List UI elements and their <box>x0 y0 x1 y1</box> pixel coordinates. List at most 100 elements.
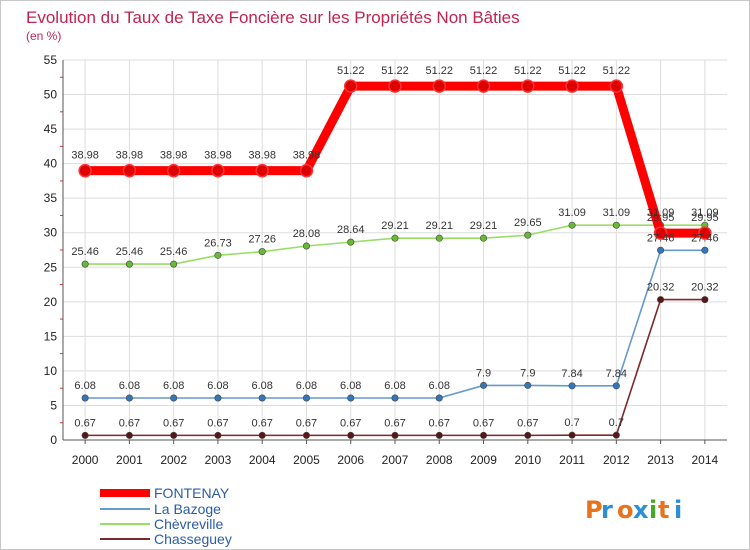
y-tick-label: 35 <box>44 191 58 205</box>
data-label-ch-vreville: 28.64 <box>337 224 365 236</box>
legend-label-la-bazoge: La Bazoge <box>154 501 221 517</box>
data-point-chasseguey <box>170 431 178 439</box>
x-tick-label: 2007 <box>382 453 409 467</box>
data-label-la-bazoge: 27.46 <box>647 232 675 244</box>
data-label-fontenay: 51.22 <box>470 65 498 77</box>
data-point-la-bazoge <box>435 394 443 402</box>
data-label-fontenay: 51.22 <box>514 65 542 77</box>
data-label-ch-vreville: 26.73 <box>204 237 232 249</box>
x-tick-label: 2006 <box>337 453 364 467</box>
data-point-fontenay <box>122 163 137 178</box>
data-point-chasseguey <box>657 296 665 304</box>
x-tick-label: 2010 <box>514 453 541 467</box>
data-label-chasseguey: 0.7 <box>609 417 624 429</box>
data-point-ch-vreville <box>258 248 266 256</box>
x-tick-label: 2013 <box>647 453 674 467</box>
x-tick-label: 2008 <box>426 453 453 467</box>
data-label-fontenay: 51.22 <box>426 65 454 77</box>
data-label-ch-vreville: 25.46 <box>71 246 99 258</box>
data-label-fontenay: 38.98 <box>160 150 188 162</box>
data-label-chasseguey: 0.7 <box>564 417 579 429</box>
legend-label-fontenay: FONTENAY <box>154 485 230 501</box>
data-point-ch-vreville <box>568 221 576 229</box>
x-tick-label: 2004 <box>249 453 276 467</box>
data-point-fontenay <box>388 79 402 93</box>
data-point-fontenay <box>565 79 579 93</box>
logo-letter: o <box>617 496 634 524</box>
data-point-la-bazoge <box>701 246 709 254</box>
data-label-la-bazoge: 6.08 <box>207 380 228 392</box>
logo-letter: i <box>649 496 657 524</box>
data-label-la-bazoge: 6.08 <box>74 380 95 392</box>
x-tick-label: 2014 <box>692 453 719 467</box>
data-label-fontenay: 51.22 <box>337 65 365 77</box>
data-label-chasseguey: 0.67 <box>429 417 450 429</box>
x-tick-label: 2003 <box>205 453 232 467</box>
data-point-ch-vreville <box>214 251 222 259</box>
data-point-fontenay <box>653 226 668 240</box>
data-point-la-bazoge <box>391 394 399 402</box>
data-point-ch-vreville <box>125 260 133 268</box>
logo-letter: x <box>633 496 649 524</box>
data-point-la-bazoge <box>125 394 133 402</box>
series-layer <box>78 79 712 439</box>
data-point-chasseguey <box>701 296 709 304</box>
data-label-chasseguey: 0.67 <box>119 417 140 429</box>
data-point-fontenay <box>211 163 225 178</box>
y-tick-label: 55 <box>44 53 58 67</box>
data-label-la-bazoge: 27.46 <box>691 232 719 244</box>
data-label-chasseguey: 0.67 <box>517 417 538 429</box>
data-label-fontenay: 51.22 <box>603 65 631 77</box>
data-point-la-bazoge <box>258 394 266 402</box>
data-point-fontenay <box>476 79 491 93</box>
data-point-chasseguey <box>391 431 399 439</box>
y-tick-label: 25 <box>44 260 58 274</box>
data-point-ch-vreville <box>612 221 620 229</box>
data-point-chasseguey <box>612 431 620 439</box>
data-label-ch-vreville: 25.46 <box>160 246 188 258</box>
data-point-chasseguey <box>347 431 355 439</box>
data-label-la-bazoge: 7.84 <box>606 368 627 380</box>
x-tick-label: 2009 <box>470 453 497 467</box>
data-label-la-bazoge: 6.08 <box>251 380 272 392</box>
data-point-chasseguey <box>125 431 133 439</box>
y-tick-label: 20 <box>44 295 58 309</box>
data-label-la-bazoge: 6.08 <box>296 380 317 392</box>
data-label-ch-vreville: 28.08 <box>293 228 321 240</box>
data-point-la-bazoge <box>657 246 665 254</box>
data-label-chasseguey: 0.67 <box>473 417 494 429</box>
data-label-la-bazoge: 7.9 <box>520 367 535 379</box>
data-point-fontenay <box>521 79 535 93</box>
data-point-la-bazoge <box>170 394 178 402</box>
data-label-chasseguey: 0.67 <box>340 417 361 429</box>
data-point-fontenay <box>343 79 358 93</box>
data-label-ch-vreville: 29.21 <box>470 220 498 232</box>
logo-letter: P <box>585 496 603 524</box>
data-label-fontenay: 38.98 <box>248 150 276 162</box>
y-tick-label: 50 <box>44 88 58 102</box>
legend-label-ch-vreville: Chèvreville <box>154 516 223 532</box>
data-label-chasseguey: 20.32 <box>647 282 675 294</box>
y-tick-label: 5 <box>50 398 57 412</box>
x-tick-label: 2002 <box>160 453 187 467</box>
data-point-fontenay <box>166 163 181 178</box>
data-point-fontenay <box>609 79 624 93</box>
x-tick-label: 2000 <box>72 453 99 467</box>
data-label-fontenay: 51.22 <box>381 65 409 77</box>
data-point-chasseguey <box>524 431 532 439</box>
data-label-ch-vreville: 29.65 <box>514 217 542 229</box>
data-label-la-bazoge: 7.9 <box>476 367 491 379</box>
logo-letter: r <box>601 496 613 524</box>
data-point-la-bazoge <box>524 381 532 389</box>
y-tick-label: 0 <box>50 433 57 447</box>
x-tick-label: 2011 <box>559 453 585 467</box>
data-point-chasseguey <box>81 431 89 439</box>
proxiti-logo: Pr o x i t i <box>585 496 682 524</box>
data-label-ch-vreville: 31.09 <box>558 207 586 219</box>
chart-subtitle: (en %) <box>26 29 61 43</box>
data-point-ch-vreville <box>347 238 355 246</box>
data-label-chasseguey: 0.67 <box>251 417 272 429</box>
x-tick-label: 2005 <box>293 453 320 467</box>
